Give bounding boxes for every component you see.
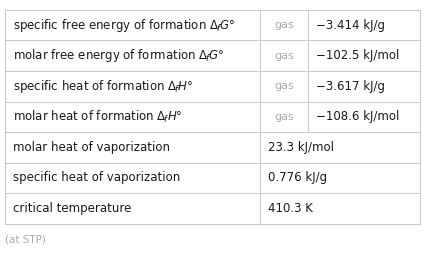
Text: specific free energy of formation $\Delta_{\!f}\mathit{G}°$: specific free energy of formation $\Delt…	[13, 17, 235, 34]
Text: 23.3 kJ/mol: 23.3 kJ/mol	[268, 141, 334, 154]
Text: molar heat of vaporization: molar heat of vaporization	[13, 141, 170, 154]
Text: −102.5 kJ/mol: −102.5 kJ/mol	[315, 49, 399, 62]
Text: −108.6 kJ/mol: −108.6 kJ/mol	[315, 110, 399, 123]
Text: specific heat of formation $\Delta_{\!f}\mathit{H}°$: specific heat of formation $\Delta_{\!f}…	[13, 78, 193, 95]
Text: 0.776 kJ/g: 0.776 kJ/g	[268, 171, 327, 184]
Text: (at STP): (at STP)	[5, 234, 46, 244]
Text: critical temperature: critical temperature	[13, 202, 131, 215]
Text: gas: gas	[274, 20, 294, 30]
Text: −3.414 kJ/g: −3.414 kJ/g	[315, 19, 385, 32]
Text: −3.617 kJ/g: −3.617 kJ/g	[315, 80, 385, 93]
Text: gas: gas	[274, 51, 294, 61]
Text: gas: gas	[274, 81, 294, 91]
Text: 410.3 K: 410.3 K	[268, 202, 313, 215]
Text: molar heat of formation $\Delta_{\!f}\mathit{H}°$: molar heat of formation $\Delta_{\!f}\ma…	[13, 109, 182, 125]
Text: molar free energy of formation $\Delta_{\!f}\mathit{G}°$: molar free energy of formation $\Delta_{…	[13, 47, 224, 64]
Text: gas: gas	[274, 112, 294, 122]
Text: specific heat of vaporization: specific heat of vaporization	[13, 171, 180, 184]
